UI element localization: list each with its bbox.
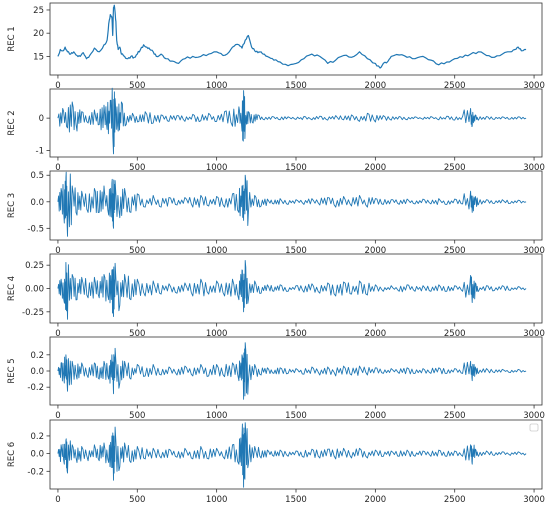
y-axis-label: REC 5 [7,358,17,383]
x-tick-label: 2500 [444,495,466,505]
x-tick-label: 3000 [523,411,545,421]
x-tick-label: 500 [129,81,145,91]
x-tick-label: 2000 [365,495,387,505]
y-tick-label: 15 [33,52,44,62]
x-tick-label: 1500 [285,163,307,173]
x-tick-label: 0 [55,495,60,505]
series-line [57,342,527,400]
y-tick-label: 20 [33,29,44,39]
x-tick-label: 1500 [285,81,307,91]
y-tick-label: 0.0 [30,198,44,208]
y-tick-label: 0.2 [30,351,44,361]
x-tick-label: 2500 [444,163,466,173]
x-tick-label: 1000 [206,81,228,91]
x-tick-label: 500 [129,246,145,256]
x-tick-label: 1500 [285,495,307,505]
x-tick-label: 2500 [444,411,466,421]
x-tick-label: 0 [55,246,60,256]
y-tick-label: 0.0 [30,450,44,460]
subplot-2: 0 500 1000 1500 2000 2500 3000 -1 0 REC 2 [7,87,545,173]
x-tick-label: 2500 [444,246,466,256]
y-tick-label: -0.25 [22,308,44,318]
x-tick-label: 3000 [523,495,545,505]
y-tick-label: 0 [39,114,44,124]
x-tick-label: 0 [55,329,60,339]
x-tick-label: 500 [129,411,145,421]
y-tick-label: -0.5 [27,224,44,234]
subplot-3: 0 500 1000 1500 2000 2500 3000 -0.5 0.0 0.5 REC 3 [7,170,545,256]
x-tick-label: 0 [55,163,60,173]
x-tick-label: 1500 [285,329,307,339]
x-tick-label: 1000 [206,246,228,256]
series-line [57,4,527,69]
x-tick-label: 3000 [523,246,545,256]
y-axis-label: REC 3 [7,193,17,218]
x-tick-label: 1000 [206,411,228,421]
x-tick-label: 1500 [285,411,307,421]
x-tick-label: 2000 [365,81,387,91]
y-tick-label: -1 [36,147,44,157]
series-line [57,171,527,237]
y-tick-label: 25 [33,6,44,16]
x-tick-label: 3000 [523,81,545,91]
y-axis-label: REC 4 [7,276,17,301]
x-tick-label: 2000 [365,246,387,256]
subplot-1: 0 500 1000 1500 2000 2500 3000 15 20 25 REC 1 [7,2,545,91]
x-tick-label: 500 [129,495,145,505]
y-tick-label: 0.2 [30,432,44,442]
y-tick-label: 0.00 [25,285,44,295]
x-tick-label: 0 [55,81,60,91]
y-tick-label: 0.25 [25,261,44,271]
x-tick-label: 1000 [206,495,228,505]
x-tick-label: 1500 [285,246,307,256]
y-tick-label: 0.0 [30,367,44,377]
x-tick-label: 2000 [365,163,387,173]
x-tick-label: 500 [129,329,145,339]
x-tick-label: 2500 [444,81,466,91]
y-tick-label: -0.2 [27,383,44,393]
y-tick-label: 0.5 [30,171,44,181]
legend-box [529,423,539,432]
x-tick-label: 3000 [523,163,545,173]
x-tick-label: 2000 [365,329,387,339]
y-axis-label: REC 6 [7,442,17,467]
series-line [57,87,527,155]
subplot-4: 0 500 1000 1500 2000 2500 3000 -0.25 0.00 0.25 REC… [7,253,545,339]
x-tick-label: 1000 [206,163,228,173]
x-tick-label: 3000 [523,329,545,339]
series-line [57,422,527,488]
y-tick-label: -0.2 [27,467,44,477]
x-tick-label: 0 [55,411,60,421]
x-tick-label: 1000 [206,329,228,339]
x-tick-label: 2000 [365,411,387,421]
x-tick-label: 500 [129,163,145,173]
y-axis-label: REC 1 [7,26,17,51]
series-line [57,260,527,320]
subplot-6: 0 500 1000 1500 2000 2500 3000 -0.2 0.0 0.2 REC 6 [7,419,545,505]
y-axis-label: REC 2 [7,110,17,135]
axes-frame [49,2,543,76]
x-tick-label: 2500 [444,329,466,339]
subplot-5: 0 500 1000 1500 2000 2500 3000 -0.2 0.0 0.2 REC 5 [7,336,545,421]
